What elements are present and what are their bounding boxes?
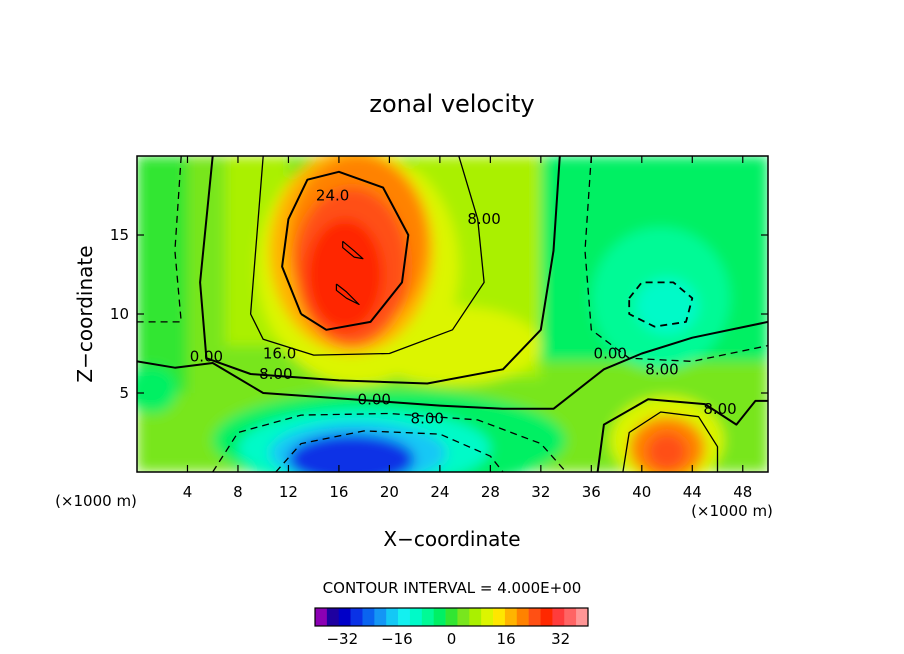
colorbar-swatch bbox=[552, 608, 565, 626]
colorbar-swatch bbox=[540, 608, 553, 626]
colorbar-swatch bbox=[516, 608, 529, 626]
contour-label: 0.00 bbox=[190, 348, 223, 366]
contour-line-8 bbox=[199, 156, 561, 385]
colorbar-swatch bbox=[409, 608, 423, 626]
x-unit-left: (×1000 m) bbox=[55, 492, 137, 510]
x-axis-label: X−coordinate bbox=[383, 527, 520, 551]
colorbar-swatch bbox=[386, 608, 399, 626]
contour-label: 24.0 bbox=[316, 187, 349, 205]
contour-label: 8.00 bbox=[645, 360, 678, 378]
contour-line-16 bbox=[622, 411, 719, 472]
contour-label: 8.00 bbox=[703, 400, 736, 418]
colorbar-tick-label: 16 bbox=[497, 630, 516, 648]
colorbar-swatch bbox=[315, 608, 328, 626]
colorbar-swatch bbox=[362, 608, 375, 626]
contour-label: 16.0 bbox=[263, 345, 296, 363]
colorbar: −32 −16 0 16 32 bbox=[314, 607, 589, 648]
colorbar-swatch bbox=[445, 608, 458, 626]
colorbar-frame bbox=[314, 607, 589, 627]
colorbar-swatch bbox=[481, 608, 494, 626]
x-unit-right: (×1000 m) bbox=[691, 502, 773, 520]
x-tick-label: 20 bbox=[380, 483, 399, 501]
colorbar-swatch bbox=[338, 608, 351, 626]
field-region bbox=[288, 434, 415, 472]
colorbar-swatch bbox=[326, 608, 340, 626]
colorbar-swatch bbox=[504, 608, 518, 626]
contour-line-24 bbox=[281, 170, 410, 331]
contour-line-minus-12 bbox=[628, 281, 694, 328]
contour-line-8 bbox=[596, 398, 768, 472]
colorbar-swatch bbox=[433, 608, 446, 626]
colorbar-tick-label: 0 bbox=[447, 630, 457, 648]
colorbar-swatch bbox=[528, 608, 541, 626]
contour-label: 0.00 bbox=[358, 390, 391, 408]
colorbar-swatch bbox=[350, 608, 363, 626]
x-tick-label: 36 bbox=[582, 483, 601, 501]
colorbar-tick-label: −16 bbox=[381, 630, 413, 648]
contour-label: 8.00 bbox=[467, 210, 500, 228]
colorbar-swatch bbox=[374, 608, 387, 626]
x-tick-label: 16 bbox=[329, 483, 348, 501]
contour-line-minus-4 bbox=[584, 156, 768, 363]
colorbar-swatch bbox=[469, 608, 482, 626]
y-tick-label: 15 bbox=[110, 226, 129, 244]
colorbar-swatch bbox=[576, 608, 589, 626]
x-tick-label: 8 bbox=[233, 483, 243, 501]
x-tick-label: 12 bbox=[279, 483, 298, 501]
x-tick-label: 40 bbox=[632, 483, 651, 501]
x-axis: 4 8 12 16 20 24 28 32 36 40 44 48 bbox=[183, 156, 752, 501]
x-tick-label: 24 bbox=[430, 483, 449, 501]
contour-line-0 bbox=[137, 320, 768, 410]
y-axis-label: Z−coordinate bbox=[73, 245, 97, 382]
contour-field: 24.0 8.00 16.0 8.00 0.00 0.00 8.00 0.00 8.00 8.00 bbox=[137, 156, 768, 472]
y-axis: 5 10 15 bbox=[110, 226, 768, 402]
contour-line-16 bbox=[249, 156, 485, 356]
x-tick-label: 32 bbox=[531, 483, 550, 501]
colorbar-swatch bbox=[564, 608, 577, 626]
x-tick-label: 48 bbox=[733, 483, 752, 501]
chart-title: zonal velocity bbox=[369, 90, 534, 118]
field-region bbox=[635, 277, 699, 335]
field-region bbox=[307, 219, 384, 330]
x-tick-label: 4 bbox=[183, 483, 193, 501]
contour-label: 0.00 bbox=[594, 345, 627, 363]
colorbar-swatch bbox=[398, 608, 411, 626]
colorbar-tick-label: 32 bbox=[551, 630, 570, 648]
contour-line-28 bbox=[342, 240, 364, 260]
colorbar-swatch bbox=[421, 608, 434, 626]
contour-interval-text: CONTOUR INTERVAL = 4.000E+00 bbox=[323, 579, 582, 597]
y-tick-label: 5 bbox=[119, 384, 129, 402]
contour-line-28 bbox=[335, 283, 360, 306]
colorbar-swatch bbox=[457, 608, 470, 626]
y-tick-label: 10 bbox=[110, 305, 129, 323]
field-region bbox=[646, 432, 688, 471]
field-region bbox=[137, 366, 178, 414]
contour-label: 8.00 bbox=[259, 365, 292, 383]
colorbar-tick-label: −32 bbox=[326, 630, 358, 648]
x-tick-label: 44 bbox=[683, 483, 702, 501]
colorbar-swatch bbox=[493, 608, 506, 626]
contour-label: 8.00 bbox=[411, 409, 444, 427]
x-tick-label: 28 bbox=[481, 483, 500, 501]
